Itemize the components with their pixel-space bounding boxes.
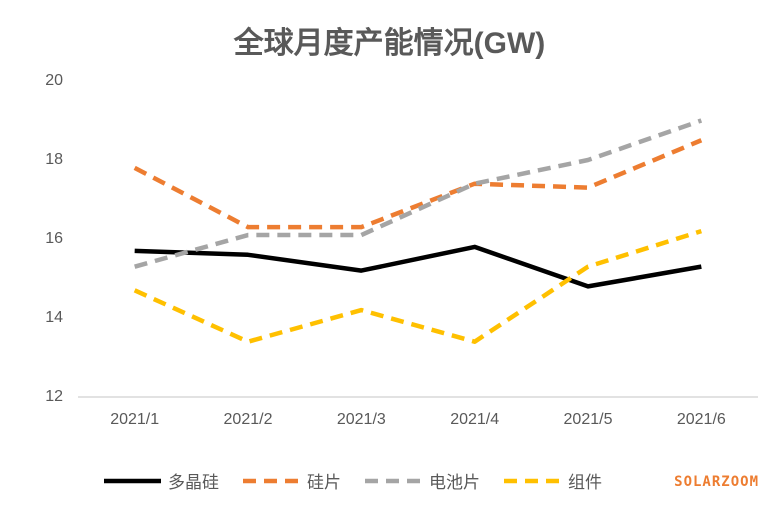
legend-item-硅片: 硅片 (243, 468, 341, 493)
legend: 多晶硅 硅片 电池片 组件 (0, 468, 706, 493)
x-tick-label: 2021/1 (110, 411, 160, 428)
legend-swatch-dashed-line (504, 478, 561, 483)
x-tick-label: 2021/5 (563, 411, 613, 428)
legend-label: 硅片 (307, 473, 341, 492)
legend-item-电池片: 电池片 (365, 468, 480, 493)
legend-item-组件: 组件 (504, 468, 602, 493)
legend-swatch-dashed-line (365, 478, 422, 483)
y-tick-label: 12 (45, 388, 63, 405)
legend-item-多晶硅: 多晶硅 (104, 468, 219, 493)
series-line-电池片 (134, 118, 703, 269)
x-tick-label: 2021/4 (450, 411, 500, 428)
y-tick-label: 16 (45, 230, 63, 247)
series-line-硅片 (133, 138, 703, 230)
legend-label: 组件 (568, 473, 602, 492)
x-tick-label: 2021/6 (676, 411, 726, 428)
legend-swatch-solid-line (104, 478, 161, 483)
x-tick-label: 2021/3 (336, 411, 386, 428)
series-line-组件 (133, 228, 703, 344)
legend-label: 多晶硅 (168, 473, 219, 492)
y-tick-label: 20 (45, 72, 63, 89)
legend-swatch-dashed-line (243, 478, 300, 483)
legend-label: 电池片 (429, 473, 480, 492)
x-tick-label: 2021/2 (223, 411, 273, 428)
series-line-多晶硅 (134, 244, 702, 289)
y-tick-label: 18 (45, 151, 63, 168)
y-tick-label: 14 (45, 309, 63, 326)
watermark: SOLARZOOM (674, 474, 759, 490)
chart-title: 全球月度产能情况(GW) (233, 27, 546, 60)
